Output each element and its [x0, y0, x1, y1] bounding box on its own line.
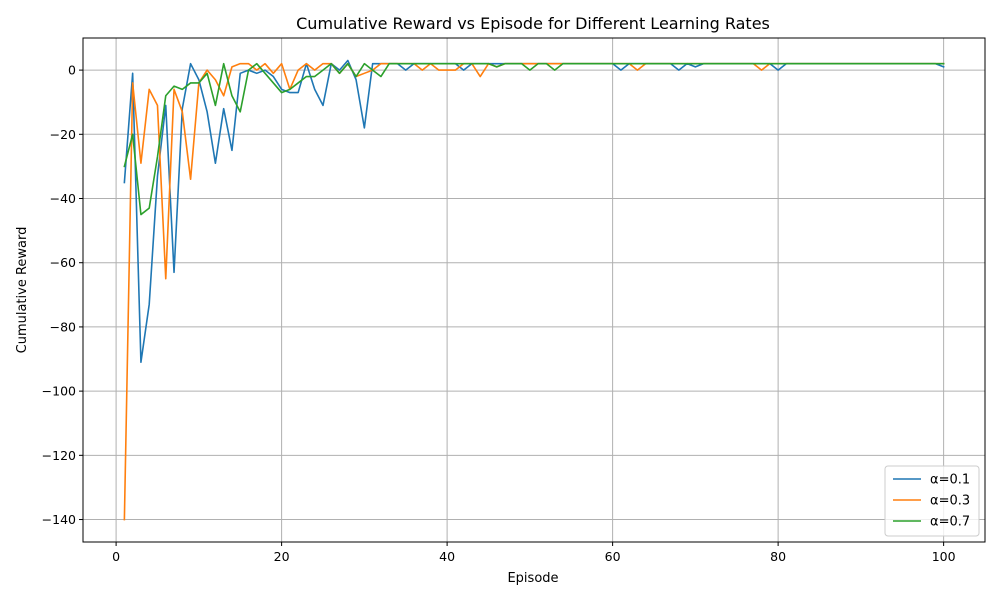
y-tick-label: −100	[42, 384, 76, 399]
x-axis-ticks: 0 20 40 60 80 100	[112, 542, 956, 564]
legend-label: α=0.1	[930, 473, 970, 488]
chart-title: Cumulative Reward vs Episode for Differe…	[296, 14, 770, 33]
legend-label: α=0.7	[930, 515, 970, 530]
y-tick-label: −20	[50, 127, 76, 142]
y-tick-label: −80	[50, 319, 76, 334]
x-tick-label: 0	[112, 549, 120, 564]
legend-label: α=0.3	[930, 494, 970, 509]
series-group	[123, 59, 945, 521]
y-tick-label: −140	[42, 512, 76, 527]
x-tick-label: 80	[770, 549, 786, 564]
plot-frame	[82, 37, 986, 543]
x-tick-label: 20	[274, 549, 290, 564]
y-tick-label: −120	[42, 448, 76, 463]
x-tick-label: 100	[932, 549, 956, 564]
y-axis-ticks: 0 −20 −40 −60 −80 −100 −120 −140	[42, 63, 83, 527]
y-axis-label: Cumulative Reward	[15, 227, 30, 354]
y-tick-label: −40	[50, 191, 76, 206]
y-tick-label: −60	[50, 255, 76, 270]
y-tick-label: 0	[68, 63, 76, 78]
x-axis-label: Episode	[507, 571, 558, 586]
x-tick-label: 40	[439, 549, 455, 564]
series-line-3	[123, 62, 945, 216]
legend: α=0.1 α=0.3 α=0.7	[884, 465, 980, 537]
legend-box	[884, 465, 980, 537]
x-tick-label: 60	[605, 549, 621, 564]
